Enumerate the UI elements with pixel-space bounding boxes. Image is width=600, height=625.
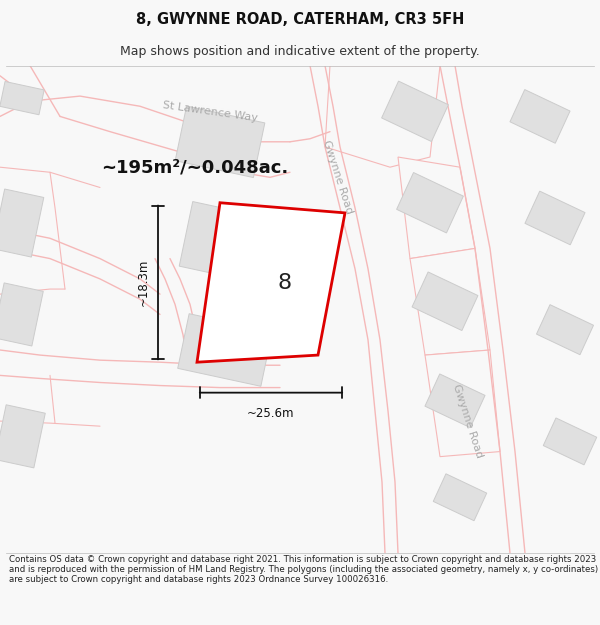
Polygon shape	[197, 202, 345, 362]
Polygon shape	[410, 248, 490, 355]
Polygon shape	[433, 474, 487, 521]
Polygon shape	[382, 81, 448, 141]
Polygon shape	[425, 374, 485, 428]
Polygon shape	[0, 405, 45, 468]
Polygon shape	[536, 304, 593, 355]
Polygon shape	[175, 106, 265, 178]
Polygon shape	[397, 173, 463, 233]
Polygon shape	[0, 283, 43, 346]
Polygon shape	[0, 81, 44, 115]
Polygon shape	[525, 191, 585, 245]
Polygon shape	[398, 157, 475, 259]
Polygon shape	[0, 189, 44, 257]
Polygon shape	[510, 89, 570, 143]
Text: Contains OS data © Crown copyright and database right 2021. This information is : Contains OS data © Crown copyright and d…	[9, 554, 598, 584]
Polygon shape	[412, 272, 478, 331]
Polygon shape	[178, 314, 272, 386]
Text: 8: 8	[278, 273, 292, 293]
Polygon shape	[543, 418, 597, 465]
Text: St Lawrence Way: St Lawrence Way	[162, 100, 258, 123]
Text: Map shows position and indicative extent of the property.: Map shows position and indicative extent…	[120, 45, 480, 58]
Polygon shape	[425, 350, 500, 457]
Text: Gwynne Road: Gwynne Road	[451, 383, 485, 459]
Text: ~195m²/~0.048ac.: ~195m²/~0.048ac.	[101, 158, 289, 176]
Polygon shape	[179, 202, 281, 285]
Text: ~18.3m: ~18.3m	[137, 259, 150, 306]
Text: ~25.6m: ~25.6m	[247, 407, 295, 420]
Text: 8, GWYNNE ROAD, CATERHAM, CR3 5FH: 8, GWYNNE ROAD, CATERHAM, CR3 5FH	[136, 12, 464, 27]
Text: Gwynne Road: Gwynne Road	[322, 139, 355, 216]
Polygon shape	[325, 66, 440, 167]
